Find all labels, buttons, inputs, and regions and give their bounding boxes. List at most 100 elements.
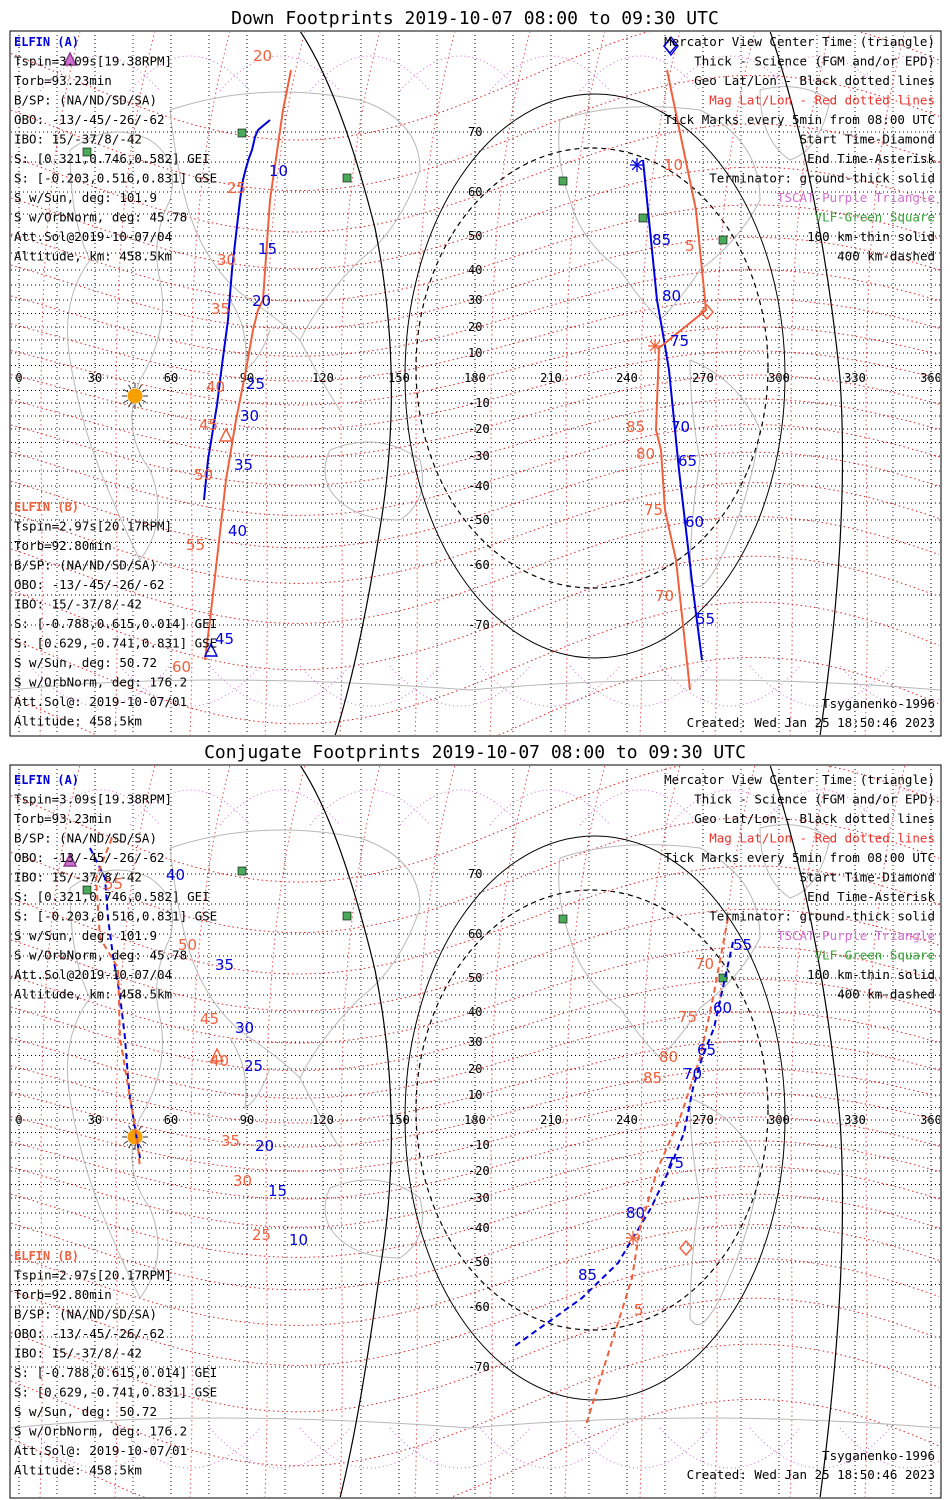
elfin-a-info-line: Att.Sol@2019-10-07/04 <box>14 229 172 244</box>
longitude-label: 360 <box>920 371 942 385</box>
footprint-100km-boundary <box>404 93 786 659</box>
mag-latitude-line <box>11 236 940 330</box>
mag-meridian <box>189 766 231 1497</box>
elfin-a-tick-label: 55 <box>733 936 752 954</box>
sun-ray <box>138 402 142 408</box>
longitude-label: 30 <box>88 1113 102 1127</box>
elfin-a-info-line: IBO: 15/-37/8/-42 <box>14 132 142 147</box>
elfin-a-info-line: Att.Sol@2019-10-07/04 <box>14 967 172 982</box>
mag-latitude-line <box>11 166 940 270</box>
latitude-label: -20 <box>468 422 490 436</box>
longitude-label: 30 <box>88 371 102 385</box>
longitude-label: 330 <box>844 1113 866 1127</box>
elfin-a-tick-label: 35 <box>234 456 253 474</box>
model-label: Tsyganenko-1996 <box>822 696 935 711</box>
sun-ray <box>123 399 129 403</box>
elfin-a-end-asterisk <box>630 158 644 172</box>
elfin-b-tick-label: 75 <box>678 1008 697 1026</box>
elfin-b-tick-label: 25 <box>252 1226 271 1244</box>
map-content: 0 30 60 90 120 150 180 210 240 270 300 330 360706050… <box>11 766 940 1497</box>
elfin-a-tick-label: 40 <box>166 866 185 884</box>
elfin-a-info-line: B/SP: (NA/ND/SD/SA) <box>14 831 157 846</box>
sun-ray <box>141 1140 147 1144</box>
vlf-station-marker <box>82 885 92 895</box>
elfin-b-info-line: B/SP: (NA/ND/SD/SA) <box>14 558 157 573</box>
elfin-b-info-line: S: [-0.788,0.615,0.014] GEI <box>14 616 217 631</box>
elfin-b-info-line: Torb=92.80min <box>14 1287 112 1302</box>
vlf-station-marker <box>718 235 728 245</box>
elfin-a-tick-label: 75 <box>670 332 689 350</box>
mag-latitude-line <box>11 766 940 883</box>
latitude-label: -30 <box>468 449 490 463</box>
legend-entry: End Time-Asterisk <box>807 151 935 166</box>
elfin-a-header: ELFIN (A) <box>14 35 79 49</box>
coastline <box>229 1037 341 1149</box>
elfin-b-start-diamond <box>679 1239 693 1257</box>
panel-title: Down Footprints 2019-10-07 08:00 to 09:3… <box>231 8 719 29</box>
sun-ray <box>141 1130 147 1134</box>
annotation-layer: ELFIN (A) Tspin=3.09s[19.38RPM] Torb=93.23… <box>14 772 935 1482</box>
longitude-label: 150 <box>388 1113 410 1127</box>
longitude-label: 210 <box>540 1113 562 1127</box>
elfin-a-tick-label: 20 <box>252 292 271 310</box>
latitude-label: -60 <box>468 1300 490 1314</box>
legend-entry: 400 km-dashed <box>837 249 935 264</box>
down-footprints-panel: Down Footprints 2019-10-07 08:00 to 09:3… <box>9 8 942 737</box>
coastline <box>169 91 421 341</box>
legend-entry: Terminator: ground-thick solid <box>709 171 935 186</box>
elfin-b-info-line: S: [-0.788,0.615,0.014] GEI <box>14 1365 217 1380</box>
elfin-b-header: ELFIN (B) <box>14 1249 79 1263</box>
sun-ray <box>128 1143 132 1149</box>
elfin-b-start-diamond <box>700 303 714 321</box>
elfin-b-tick-label: 30 <box>233 1172 252 1190</box>
coastline <box>324 1179 423 1259</box>
latitude-label: 30 <box>468 1035 482 1049</box>
sun-ray <box>138 384 142 390</box>
elfin-b-info-line: IBO: 15/-37/8/-42 <box>14 597 142 612</box>
elfin-b-tick-label: 5 <box>634 1301 644 1319</box>
longitude-label: 60 <box>164 1113 178 1127</box>
elfin-a-tick-label: 65 <box>678 452 697 470</box>
elfin-a-tick-label: 55 <box>696 610 715 628</box>
mag-meridian <box>564 766 606 1497</box>
elfin-a-track-right <box>642 159 703 661</box>
elfin-b-tick-label: 80 <box>659 1048 678 1066</box>
mag-latitude-line <box>11 978 940 1072</box>
latitude-label: -60 <box>468 558 490 572</box>
elfin-b-info-line: S: [0.629,-0.741,0.831] GSE <box>14 1385 217 1400</box>
vlf-station-marker <box>558 176 568 186</box>
elfin-b-tick-label: 55 <box>186 536 205 554</box>
elfin-b-end-asterisk <box>626 1231 640 1245</box>
elfin-b-tick-label: 85 <box>626 418 645 436</box>
sun-ray <box>138 1125 142 1131</box>
elfin-b-info-line: S w/Sun, deg: 50.72 <box>14 1404 157 1419</box>
elfin-b-tick-label: 70 <box>655 587 674 605</box>
elfin-b-tick-label: 85 <box>643 1069 662 1087</box>
elfin-b-info-line: Att.Sol@: 2019-10-07/01 <box>14 1443 187 1458</box>
elfin-b-tick-label: 45 <box>199 416 218 434</box>
elfin-a-info-line: S w/OrbNorm, deg: 45.78 <box>14 210 187 225</box>
sun-ray <box>123 1130 129 1134</box>
mag-latitude-line <box>11 1166 940 1258</box>
elfin-a-info-line: S: [-0.203,0.516,0.831] GSE <box>14 171 217 186</box>
elfin-a-info-line: S w/Sun, deg: 101.9 <box>14 928 157 943</box>
map-layer: 0 30 60 90 120 150 180 210 240 270 300 330 360 70 60 50… <box>11 766 940 1497</box>
asterisk-stroke <box>627 1232 639 1244</box>
elfin-a-center-triangle <box>203 642 219 657</box>
terminator-line <box>299 32 392 735</box>
vlf-station-marker <box>558 914 568 924</box>
elfin-b-track-right <box>654 69 708 691</box>
elfin-b-end-asterisk <box>648 339 662 353</box>
legend-entry: VLF-Green Square <box>815 948 935 963</box>
elfin-b-tick-label: 45 <box>200 1010 219 1028</box>
elfin-b-info-line: Tspin=2.97s[20.17RPM] <box>14 519 172 534</box>
mag-latitude-line <box>11 298 940 382</box>
map-content: 0 30 60 90 120 150 180 210 240 270 300 330 360706050… <box>11 32 942 735</box>
legend-entry: Geo Lat/Lon - Black dotted lines <box>694 811 935 826</box>
elfin-a-tick-label: 60 <box>685 513 704 531</box>
elfin-b-tick-label: 20 <box>253 47 272 65</box>
mag-latitude-line <box>11 1068 940 1148</box>
latitude-label: 60 <box>468 927 482 941</box>
latitude-label: 10 <box>468 1088 482 1102</box>
